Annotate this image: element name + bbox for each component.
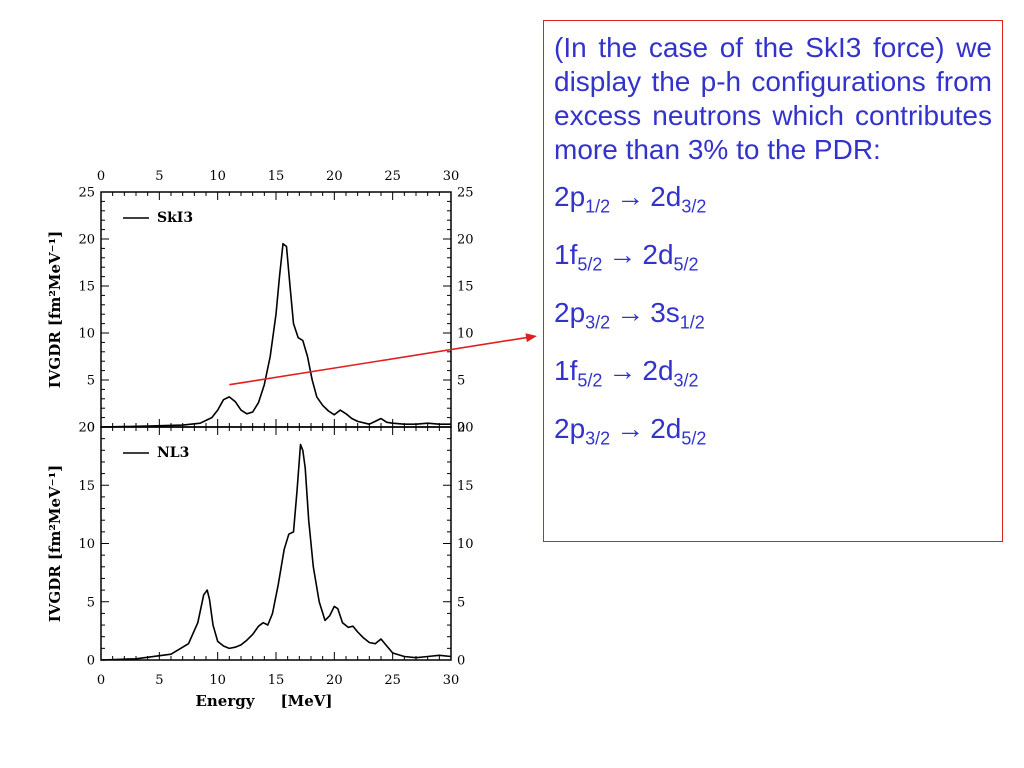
x-tick-label-top: 30 <box>443 169 460 184</box>
y-tick-label-left: 20 <box>78 233 95 248</box>
transition-item: 2p1/2 → 2d3/2 <box>554 177 992 235</box>
y-tick-label-left: 0 <box>87 421 95 436</box>
y-tick-label-right: 10 <box>457 327 474 342</box>
y-tick-label-right: 20 <box>457 233 474 248</box>
y-axis-label: IVGDR [fm²MeV⁻¹] <box>46 231 64 389</box>
transition-from-sub: 5/2 <box>577 254 603 275</box>
transition-arrow: → <box>616 297 645 328</box>
series-line <box>100 242 451 428</box>
pointer-arrow-layer <box>229 333 537 386</box>
legend-label: SkI3 <box>157 210 193 226</box>
transition-arrow: → <box>616 413 645 444</box>
transition-arrow: → <box>608 355 637 386</box>
transition-list: 2p1/2 → 2d3/2 1f5/2 → 2d5/2 2p3/2 → 3s1/2 1f5/2 → 2… <box>554 177 992 467</box>
transition-from: 2p <box>554 297 586 328</box>
y-tick-label-left: 10 <box>78 327 95 342</box>
transition-item: 2p3/2 → 2d5/2 <box>554 409 992 467</box>
x-tick-label-bottom: 20 <box>326 673 343 688</box>
y-tick-label-left: 5 <box>87 374 95 389</box>
transition-to: 3s <box>650 297 680 328</box>
y-tick-label-right: 15 <box>457 479 474 494</box>
transition-from: 2p <box>554 413 586 444</box>
transition-arrow: → <box>608 239 637 270</box>
x-tick-label-top: 25 <box>384 169 401 184</box>
y-tick-label-right: 5 <box>457 374 465 389</box>
x-tick-label-bottom: 10 <box>209 673 226 688</box>
y-tick-label-right: 15 <box>457 280 474 295</box>
transition-to: 2d <box>642 355 674 386</box>
x-tick-label-top: 10 <box>209 169 226 184</box>
transition-to-sub: 1/2 <box>679 312 705 333</box>
transition-to-sub: 3/2 <box>681 196 707 217</box>
transition-to-sub: 5/2 <box>673 254 699 275</box>
y-tick-label-left: 0 <box>87 654 95 669</box>
series-line <box>100 443 452 661</box>
y-tick-label-left: 25 <box>78 186 95 201</box>
y-tick-label-left: 10 <box>78 537 95 552</box>
chart-panel-ski3: 0 5 10 15 20 25 30 0 0 5 5 10 10 15 15 20 20 25 25 IVGDR [f… <box>46 169 474 436</box>
transition-to: 2d <box>642 239 674 270</box>
y-tick-label-left: 15 <box>78 280 95 295</box>
transition-from: 1f <box>554 355 578 386</box>
plot-frame <box>100 426 452 661</box>
y-tick-label-right: 20 <box>457 421 474 436</box>
x-tick-label-bottom: 0 <box>97 673 105 688</box>
y-tick-label-right: 25 <box>457 186 474 201</box>
x-tick-label-top: 20 <box>326 169 343 184</box>
transition-item: 1f5/2 → 2d5/2 <box>554 235 992 293</box>
transition-to: 2d <box>650 181 682 212</box>
transition-from-sub: 3/2 <box>585 312 611 333</box>
transition-to: 2d <box>650 413 682 444</box>
y-tick-label-right: 0 <box>457 421 465 436</box>
transition-from: 2p <box>554 181 586 212</box>
annotation-box: (In the case of the SkI3 force) we displ… <box>543 20 1003 542</box>
pointer-arrow-head <box>525 333 537 343</box>
annotation-text: (In the case of the SkI3 force) we displ… <box>554 32 992 165</box>
x-tick-label-top: 15 <box>268 169 285 184</box>
y-tick-label-right: 5 <box>457 595 465 610</box>
transition-item: 2p3/2 → 3s1/2 <box>554 293 992 351</box>
y-tick-label-left: 5 <box>87 595 95 610</box>
y-tick-label-left: 15 <box>78 479 95 494</box>
transition-to-sub: 3/2 <box>673 370 699 391</box>
transition-item: 1f5/2 → 2d3/2 <box>554 351 992 409</box>
transition-from-sub: 1/2 <box>585 196 611 217</box>
x-tick-label-bottom: 30 <box>443 673 460 688</box>
y-axis-label: IVGDR [fm²MeV⁻¹] <box>46 465 64 623</box>
x-tick-label-bottom: 15 <box>268 673 285 688</box>
transition-arrow: → <box>616 181 645 212</box>
x-tick-label-top: 0 <box>97 169 105 184</box>
y-tick-label-right: 10 <box>457 537 474 552</box>
x-tick-label-top: 5 <box>155 169 163 184</box>
transition-from: 1f <box>554 239 578 270</box>
y-tick-label-left: 20 <box>78 421 95 436</box>
x-tick-label-bottom: 25 <box>384 673 401 688</box>
transition-from-sub: 5/2 <box>577 370 603 391</box>
x-axis-label: Energy [MeV] <box>195 692 332 710</box>
y-tick-label-right: 0 <box>457 654 465 669</box>
transition-from-sub: 3/2 <box>585 428 611 449</box>
x-tick-label-bottom: 5 <box>155 673 163 688</box>
transition-to-sub: 5/2 <box>681 428 707 449</box>
legend-label: NL3 <box>157 445 189 461</box>
pointer-arrow-line <box>229 336 530 386</box>
